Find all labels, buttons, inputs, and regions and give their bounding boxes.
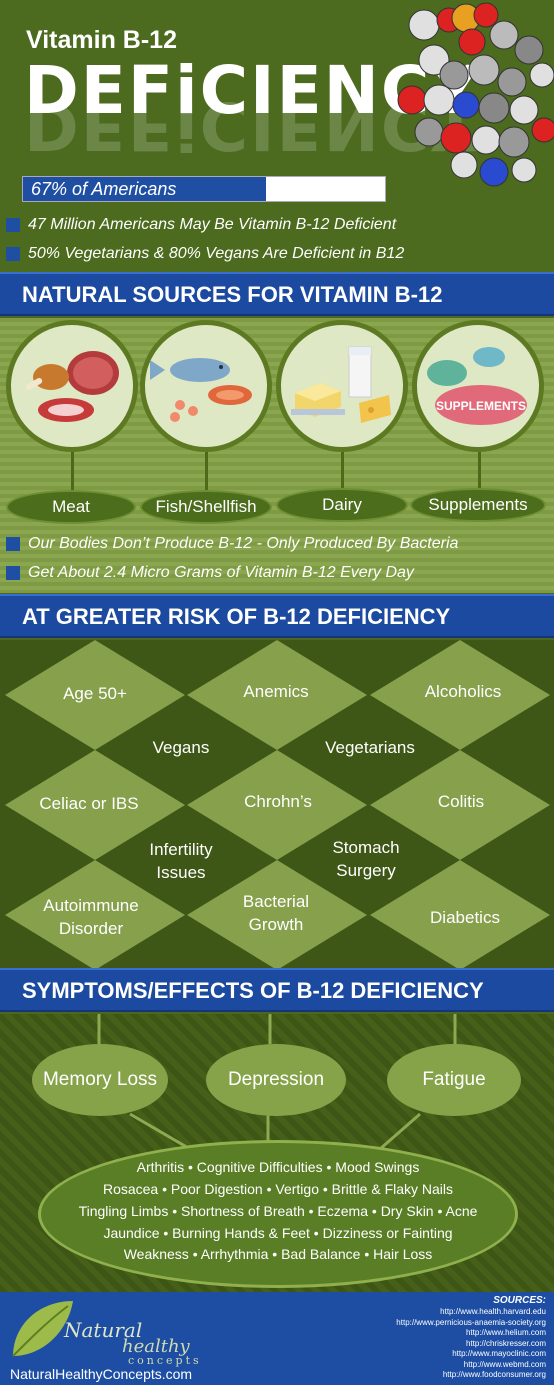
supplement-pill-text: SUPPLEMENTS (436, 399, 526, 413)
source-link[interactable]: http://www.health.harvard.edu (440, 1307, 546, 1316)
symptom-list-ellipse (38, 1140, 518, 1288)
stat-progress-bar: 67% of Americans (22, 176, 386, 202)
logo-natural: Natural (64, 1318, 143, 1342)
symptom-line-2: Rosacea • Poor Digestion • Vertigo • Bri… (102, 1181, 454, 1197)
source-link[interactable]: http://www.helium.com (465, 1328, 546, 1337)
source-link[interactable]: http://www.webmd.com (463, 1359, 546, 1369)
risk-vegetarians: Vegetarians (325, 738, 415, 757)
meat-circle (6, 320, 138, 452)
symptom-line-1: Arthritis • Cognitive Difficulties • Moo… (136, 1159, 420, 1175)
bullet-text: 50% Vegetarians & 80% Vegans Are Deficie… (28, 245, 405, 262)
sources-heading: NATURAL SOURCES FOR VITAMIN B-12 (22, 282, 443, 307)
source-label-meat: Meat (6, 490, 136, 524)
stem (71, 450, 74, 490)
risk-alcoholics: Alcoholics (424, 682, 502, 701)
stat-progress-fill (23, 177, 266, 201)
risk-area (0, 640, 554, 970)
stem (341, 450, 344, 490)
bullet-text: 47 Million Americans May Be Vitamin B-12… (28, 216, 397, 233)
bullet-text: Get About 2.4 Micro Grams of Vitamin B-1… (28, 564, 414, 581)
supplements-icon: SUPPLEMENTS (427, 347, 527, 425)
fish-circle (140, 320, 272, 452)
symptom-line-4: Jaundice • Burning Hands & Feet • Dizzin… (103, 1225, 453, 1241)
top-bullet-1: 47 Million Americans May Be Vitamin B-12… (6, 216, 396, 234)
source-label-dairy: Dairy (276, 488, 408, 522)
dairy-circle (276, 320, 408, 452)
top-bullet-2: 50% Vegetarians & 80% Vegans Are Deficie… (6, 245, 404, 263)
symptom-memory-loss: Memory Loss (32, 1044, 168, 1116)
fish-icon (150, 358, 252, 422)
risk-colitis: Colitis (437, 792, 485, 811)
website-link[interactable]: NaturalHealthyConcepts.com (10, 1366, 193, 1382)
source-link[interactable]: http://www.pernicious-anaemia-society.or… (396, 1317, 546, 1327)
source-label-supplements: Supplements (410, 488, 546, 522)
mid-bullet-1: Our Bodies Don’t Produce B-12 - Only Pro… (6, 535, 458, 553)
risk-celiac: Celiac or IBS (39, 794, 139, 813)
logo-healthy: healthy (122, 1336, 190, 1357)
source-label-fish: Fish/Shellfish (140, 490, 272, 524)
symptom-line-5: Weakness • Arrhythmia • Bad Balance • Ha… (123, 1246, 433, 1262)
risk-infertility: Infertility Issues (149, 840, 213, 882)
symptom-fatigue: Fatigue (387, 1044, 521, 1116)
sources-heading-band: NATURAL SOURCES FOR VITAMIN B-12 (0, 272, 554, 316)
bullet-square-icon (6, 247, 20, 261)
meat-icon (25, 351, 119, 422)
risk-autoimmune: Autoimmune Disorder (43, 896, 139, 938)
molecule-icon (397, 2, 554, 187)
bullet-square-icon (6, 537, 20, 551)
logo-concepts: concepts (128, 1354, 202, 1367)
source-link[interactable]: http://www.mayoclinic.com (452, 1349, 546, 1358)
risk-anemics: Anemics (243, 682, 309, 701)
supplements-circle: SUPPLEMENTS (412, 320, 544, 452)
risk-heading: AT GREATER RISK OF B-12 DEFICIENCY (22, 604, 451, 629)
symptoms-heading: SYMPTOMS/EFFECTS OF B-12 DEFICIENCY (22, 978, 484, 1003)
risk-bacterial: Bacterial Growth (242, 892, 310, 934)
risk-vegans: Vegans (152, 738, 210, 757)
risk-stomach-surgery: Stomach Surgery (332, 838, 400, 880)
risk-chrohns: Chrohn’s (244, 792, 312, 811)
dairy-icon (291, 346, 391, 423)
symptom-connectors (97, 1014, 457, 1151)
risk-age: Age 50+ (63, 684, 127, 703)
bullet-square-icon (6, 566, 20, 580)
footer (0, 1292, 554, 1385)
source-link[interactable]: http://chriskresser.com (465, 1338, 546, 1348)
bullet-text: Our Bodies Don’t Produce B-12 - Only Pro… (28, 535, 459, 552)
stem (205, 450, 208, 490)
source-link[interactable]: http://www.foodconsumer.org (442, 1370, 546, 1379)
mid-bullet-2: Get About 2.4 Micro Grams of Vitamin B-1… (6, 564, 414, 582)
stat-progress-label: 67% of Americans (31, 179, 177, 199)
sources-list: http://www.health.harvard.edu http://www… (396, 1307, 546, 1381)
diamond-pattern (5, 640, 550, 970)
bullet-square-icon (6, 218, 20, 232)
symptom-depression: Depression (206, 1044, 346, 1116)
header-subtitle: Vitamin B-12 (26, 26, 177, 54)
symptoms-heading-band: SYMPTOMS/EFFECTS OF B-12 DEFICIENCY (0, 968, 554, 1012)
stem (478, 450, 481, 490)
sources-title: SOURCES: (493, 1295, 546, 1306)
leaf-logo-icon (12, 1301, 73, 1357)
symptom-line-3: Tingling Limbs • Shortness of Breath • E… (78, 1203, 478, 1219)
risk-diabetics: Diabetics (430, 908, 500, 927)
risk-heading-band: AT GREATER RISK OF B-12 DEFICIENCY (0, 594, 554, 638)
